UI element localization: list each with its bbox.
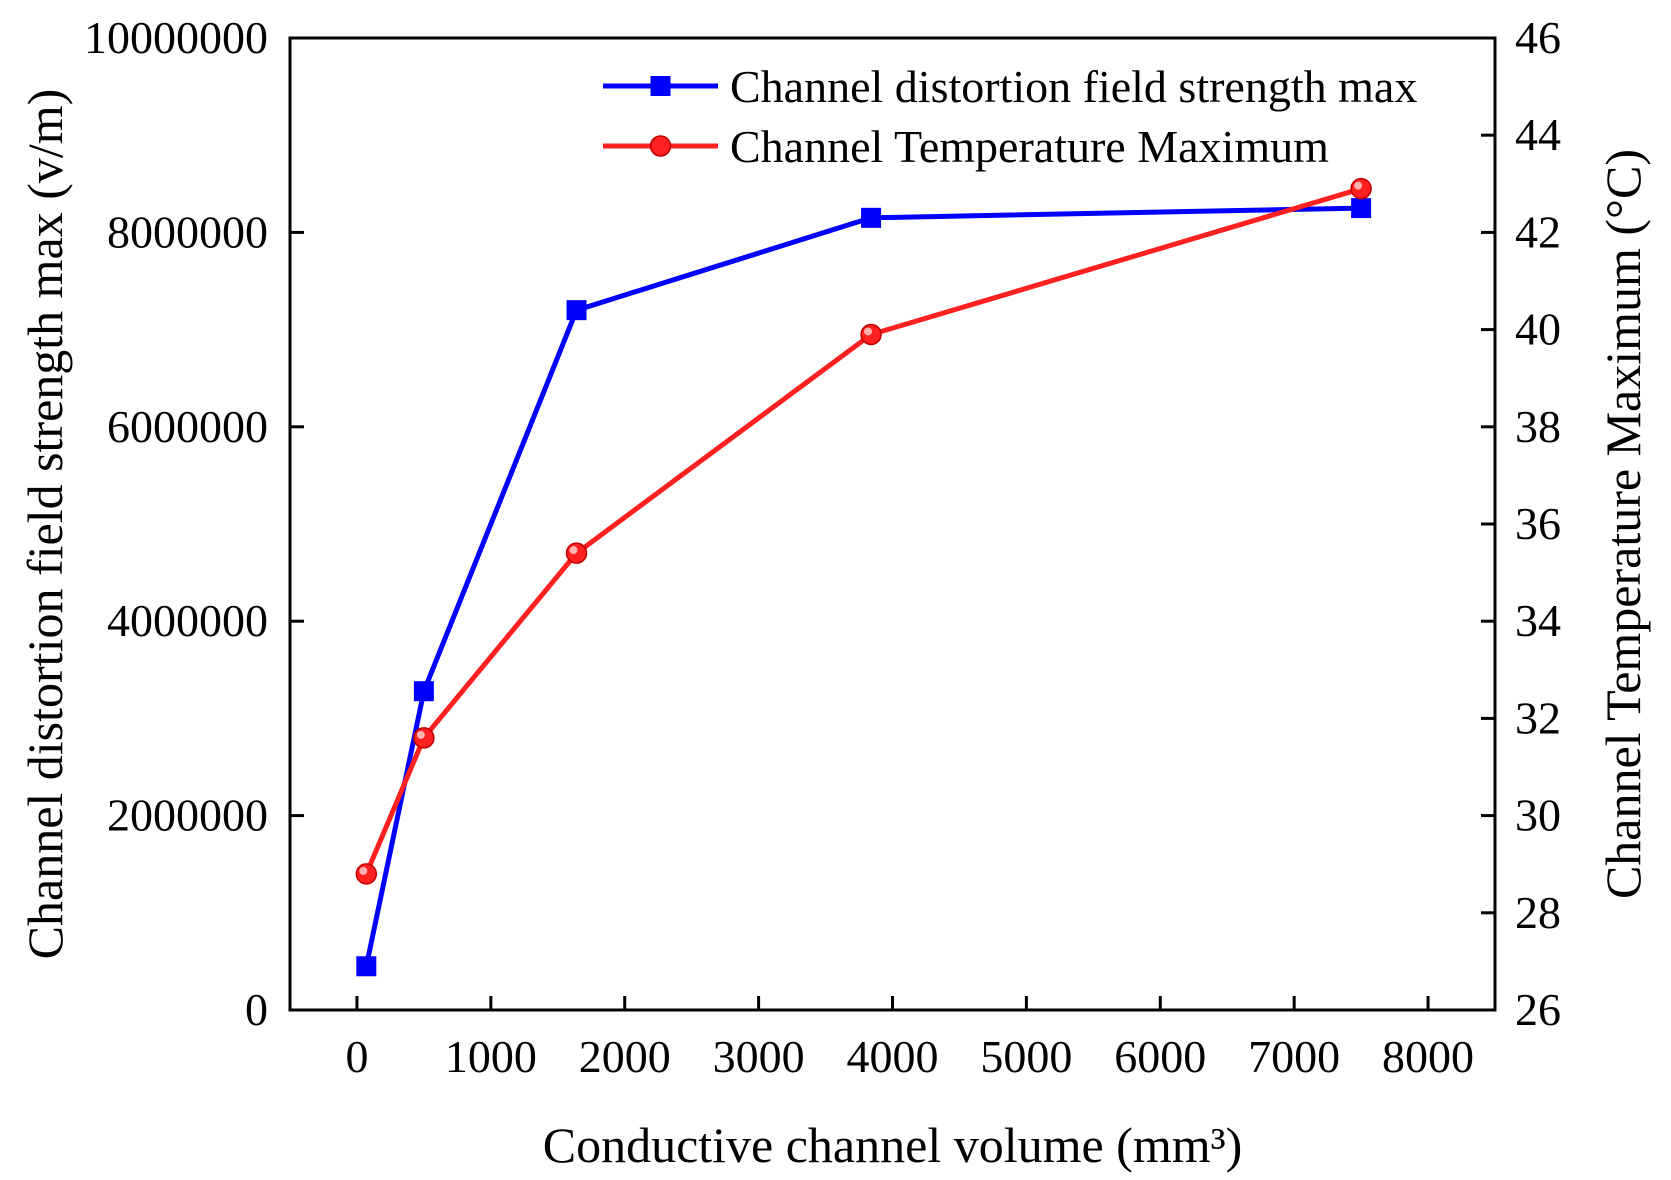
labels-layer: 0 1000 2000 3000 4000 5000 6000 7000 8000 0 200000… (17, 12, 1651, 1173)
y-right-tick-label: 44 (1515, 109, 1561, 160)
y-left-tick-label: 8000000 (107, 206, 268, 257)
x-tick-label: 2000 (579, 1031, 671, 1082)
y-left-tick-label: 10000000 (84, 12, 268, 63)
y-right-tick-label: 38 (1515, 401, 1561, 452)
legend-label-1: Channel Temperature Maximum (730, 121, 1329, 172)
data-point-highlight (1354, 181, 1363, 190)
x-tick-label: 8000 (1382, 1031, 1474, 1082)
x-tick-label: 5000 (980, 1031, 1072, 1082)
y-right-tick-label: 34 (1515, 595, 1561, 646)
plot-area-frame (288, 36, 1497, 1012)
x-axis-title: Conductive channel volume (mm³) (543, 1117, 1243, 1173)
data-point-highlight (359, 866, 368, 875)
y-left-tick-label: 0 (245, 984, 268, 1035)
legend-marker-square (650, 76, 671, 96)
y-left-tick-label: 4000000 (107, 595, 268, 646)
data-point-square (413, 681, 434, 702)
y-right-axis-title: Channel Temperature Maximum (°C) (1595, 149, 1651, 899)
data-point-highlight (416, 730, 425, 739)
data-point-square (566, 300, 587, 321)
y-left-tick-label: 6000000 (107, 401, 268, 452)
y-left-axis-title: Channel distortion field strength max (v… (17, 89, 73, 960)
y-right-tick-label: 28 (1515, 887, 1561, 938)
y-right-tick-label: 36 (1515, 498, 1561, 549)
x-tick-label: 7000 (1248, 1031, 1340, 1082)
x-tick-label: 4000 (847, 1031, 939, 1082)
y-right-tick-label: 40 (1515, 304, 1561, 355)
data-point-highlight (569, 546, 578, 555)
x-tick-label: 1000 (445, 1031, 537, 1082)
data-point-square (1351, 198, 1372, 219)
x-tick-label: 0 (345, 1031, 368, 1082)
legend: Channel distortion field strength max Cha… (603, 61, 1417, 172)
y-right-tick-label: 42 (1515, 206, 1561, 257)
data-point-highlight (864, 327, 873, 336)
data-point-circle (413, 727, 435, 749)
x-tick-label: 6000 (1114, 1031, 1206, 1082)
data-point-circle (565, 542, 588, 564)
y-left-tick-label: 2000000 (107, 790, 268, 841)
data-point-square (356, 956, 377, 977)
data-point-circle (1350, 177, 1372, 200)
data-point-circle (860, 323, 882, 346)
data-point-square (861, 207, 882, 228)
x-tick-label: 3000 (713, 1031, 805, 1082)
y-right-tick-label: 32 (1515, 692, 1561, 743)
legend-label-0: Channel distortion field strength max (730, 61, 1417, 112)
y-right-tick-label: 30 (1515, 790, 1561, 841)
y-right-tick-label: 26 (1515, 984, 1561, 1035)
y-right-tick-label: 46 (1515, 12, 1561, 63)
data-point-circle (355, 863, 378, 885)
series-layer (355, 177, 1372, 977)
legend-marker-circle (649, 135, 672, 157)
